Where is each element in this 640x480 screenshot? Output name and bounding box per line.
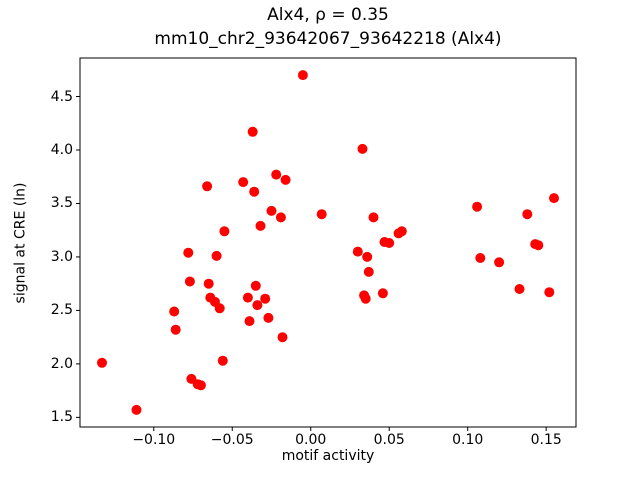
chart-subtitle: mm10_chr2_93642067_93642218 (Alx4)	[154, 29, 502, 49]
chart-title: Alx4, ρ = 0.35	[267, 5, 389, 25]
data-point	[184, 276, 195, 287]
y-tick-label: 2.0	[50, 355, 73, 372]
axes-frame	[79, 57, 577, 428]
data-point	[214, 303, 225, 314]
data-point	[255, 220, 266, 231]
data-point	[249, 186, 260, 197]
data-point	[271, 169, 282, 180]
data-point	[183, 247, 194, 258]
data-point	[352, 246, 363, 257]
data-point	[522, 209, 533, 220]
data-point	[384, 238, 395, 248]
data-point	[362, 251, 373, 262]
data-point	[131, 404, 142, 415]
data-point	[211, 250, 222, 261]
data-point	[544, 287, 555, 298]
data-point	[266, 205, 277, 216]
y-tick-label: 2.5	[50, 302, 73, 319]
data-point	[357, 143, 368, 154]
x-tick-label: 0.15	[530, 432, 562, 448]
data-point	[195, 380, 206, 391]
y-tick-label: 3.5	[50, 195, 73, 212]
data-point	[533, 240, 544, 251]
data-point	[514, 284, 525, 294]
data-point	[203, 278, 214, 289]
data-point	[169, 306, 180, 317]
data-point	[242, 292, 253, 303]
x-axis-label: motif activity	[281, 448, 375, 464]
data-point	[219, 226, 230, 237]
data-point	[549, 193, 559, 204]
data-point	[396, 226, 407, 237]
x-tick-label: 0.10	[452, 432, 484, 448]
data-point	[360, 293, 371, 304]
data-point	[472, 201, 483, 212]
data-point	[244, 316, 255, 327]
data-point	[316, 209, 327, 220]
data-point	[277, 332, 288, 343]
data-point	[275, 212, 286, 223]
data-point	[202, 181, 213, 192]
x-tick-label: 0.05	[373, 432, 405, 448]
y-tick-label: 4.0	[50, 141, 73, 158]
y-tick-label: 4.5	[50, 88, 73, 105]
data-point	[368, 212, 379, 223]
data-point	[263, 312, 274, 323]
data-point	[252, 300, 263, 311]
data-point	[297, 70, 308, 81]
data-point	[260, 293, 271, 304]
data-point	[475, 253, 486, 263]
data-point	[280, 174, 291, 185]
data-point	[494, 257, 505, 268]
data-point	[377, 288, 388, 299]
y-tick-label: 3.0	[50, 248, 73, 265]
data-point	[238, 177, 249, 188]
y-tick-label: 1.5	[50, 409, 73, 426]
data-point	[250, 280, 261, 291]
x-tick-label: −0.05	[210, 432, 254, 448]
data-point	[217, 355, 228, 366]
data-point	[170, 324, 181, 335]
data-point	[247, 126, 258, 137]
x-tick-label: −0.10	[132, 432, 176, 448]
x-tick-label: 0.00	[295, 432, 327, 448]
data-point	[97, 357, 107, 368]
data-point	[363, 266, 374, 277]
